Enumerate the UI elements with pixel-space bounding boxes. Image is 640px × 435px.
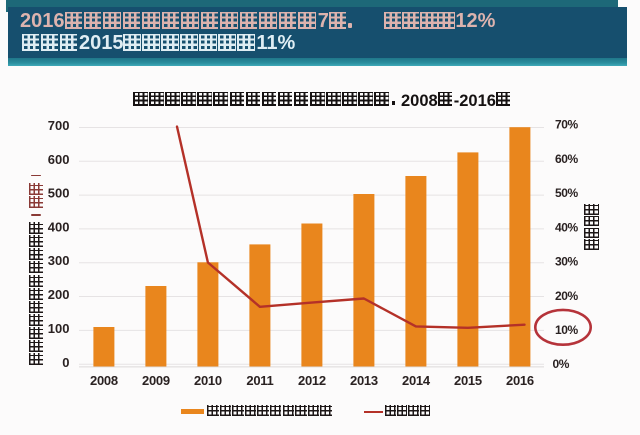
svg-text:10%: 10% [555, 323, 579, 337]
svg-text:2010: 2010 [194, 373, 222, 388]
svg-text:2012: 2012 [298, 373, 326, 388]
svg-text:600: 600 [48, 152, 70, 167]
svg-text:2014: 2014 [402, 373, 431, 388]
svg-text:20%: 20% [555, 289, 579, 303]
svg-text:2015: 2015 [454, 373, 482, 388]
svg-text:2016: 2016 [506, 373, 534, 388]
svg-text:2011: 2011 [246, 373, 273, 388]
svg-text:70%: 70% [555, 118, 579, 132]
svg-text:50%: 50% [555, 186, 579, 200]
svg-text:2013: 2013 [350, 373, 378, 388]
svg-text:200: 200 [48, 287, 70, 302]
svg-text:500: 500 [48, 186, 70, 201]
svg-text:0: 0 [62, 355, 69, 370]
svg-text:100: 100 [48, 321, 70, 336]
svg-text:0%: 0% [553, 357, 570, 371]
svg-text:2009: 2009 [142, 373, 170, 388]
svg-text:2008: 2008 [90, 373, 118, 388]
svg-text:60%: 60% [555, 152, 579, 166]
svg-text:40%: 40% [555, 220, 579, 234]
svg-text:30%: 30% [555, 255, 579, 269]
svg-text:400: 400 [48, 219, 70, 234]
svg-text:300: 300 [48, 253, 70, 268]
svg-text:700: 700 [48, 118, 70, 133]
